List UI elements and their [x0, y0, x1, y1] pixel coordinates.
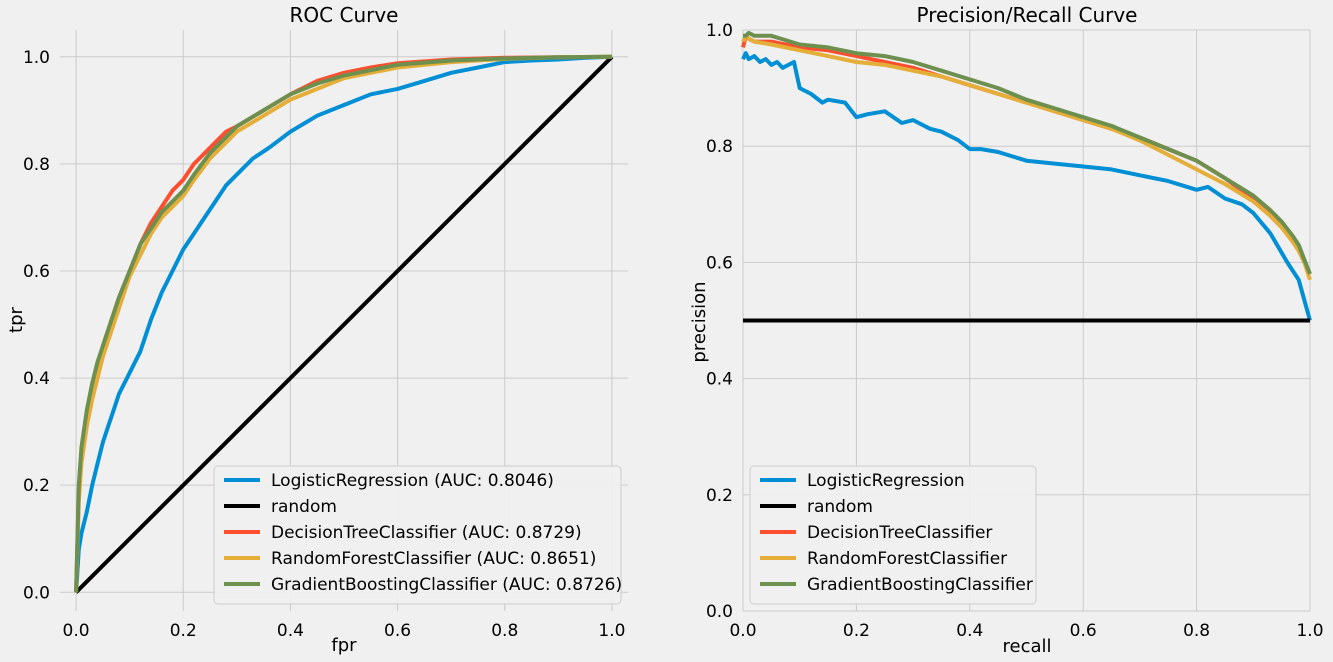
roc-ytick-label: 0.0: [23, 583, 50, 603]
pr-legend-label: random: [807, 497, 873, 517]
roc-xtick-label: 0.8: [491, 621, 518, 641]
roc-ytick-label: 0.4: [23, 369, 50, 389]
pr-series-randomforestclassifier-line: [741, 33, 1312, 281]
roc-legend-label: GradientBoostingClassifier (AUC: 0.8726): [271, 575, 622, 595]
roc-xlabel: fpr: [331, 635, 357, 656]
pr-legend-label: GradientBoostingClassifier: [807, 575, 1033, 595]
pr-xlabel: recall: [1002, 636, 1051, 657]
roc-title: ROC Curve: [290, 3, 399, 27]
pr-ytick-label: 0.8: [706, 137, 733, 157]
pr-legend-label: LogisticRegression: [807, 471, 965, 491]
roc-series-random-line: [74, 55, 614, 594]
roc-xtick-label: 0.2: [170, 621, 197, 641]
pr-xtick-label: 0.4: [956, 621, 983, 641]
pr-ytick-label: 0.0: [706, 602, 733, 622]
roc-xtick-label: 0.6: [384, 621, 411, 641]
pr-ylabel: precision: [689, 281, 710, 362]
roc-ytick-label: 0.6: [23, 262, 50, 282]
pr-ytick-label: 1.0: [706, 21, 733, 41]
pr-ytick-label: 0.4: [706, 370, 733, 390]
roc-legend-label: random: [271, 497, 337, 517]
roc-ytick-label: 1.0: [23, 48, 50, 68]
pr-xtick-label: 0.8: [1183, 621, 1210, 641]
pr-series: [741, 30, 1312, 323]
roc-ytick-label: 0.2: [23, 476, 50, 496]
roc-xtick-label: 0.0: [63, 621, 90, 641]
roc-legend-box: [213, 465, 622, 605]
roc-series-logisticregression-line: [74, 54, 612, 593]
roc-ylabel: tpr: [6, 306, 27, 332]
pr-series-gradientboostingclassifier-line: [743, 30, 1312, 275]
pr-legend-box: [749, 465, 1037, 605]
roc-panel: 0.0 0.2 0.4 0.6 0.8 1.0 0.0 0.2 0.4 0.6 0.8 1.0 ROC…: [6, 3, 628, 656]
roc-ticks: 0.0 0.2 0.4 0.6 0.8 1.0 0.0 0.2 0.4 0.6 0.8 1.0: [23, 48, 625, 641]
roc-legend: LogisticRegression (AUC: 0.8046) random De…: [213, 465, 622, 605]
pr-panel: 0.0 0.2 0.4 0.6 0.8 1.0 0.0 0.2 0.4 0.6 0.8 1.0 Pre…: [689, 3, 1324, 657]
roc-xtick-label: 0.4: [277, 621, 304, 641]
pr-xtick-label: 0.0: [729, 621, 756, 641]
pr-legend-label: DecisionTreeClassifier: [807, 523, 992, 543]
pr-ticks: 0.0 0.2 0.4 0.6 0.8 1.0 0.0 0.2 0.4 0.6 0.8 1.0: [706, 21, 1324, 641]
pr-legend: LogisticRegression random DecisionTreeClas…: [749, 465, 1037, 605]
roc-grid: [60, 30, 628, 611]
pr-legend-label: RandomForestClassifier: [807, 549, 1007, 569]
roc-legend-label: LogisticRegression (AUC: 0.8046): [271, 471, 554, 491]
roc-series: [74, 54, 614, 594]
roc-xtick-label: 1.0: [598, 621, 625, 641]
pr-xtick-label: 0.2: [843, 621, 870, 641]
pr-series-logisticregression-line: [741, 51, 1312, 322]
pr-ytick-label: 0.6: [706, 253, 733, 273]
roc-legend-label: RandomForestClassifier (AUC: 0.8651): [271, 549, 596, 569]
pr-xtick-label: 0.6: [1070, 621, 1097, 641]
roc-legend-label: DecisionTreeClassifier (AUC: 0.8729): [271, 523, 582, 543]
pr-xtick-label: 1.0: [1296, 621, 1323, 641]
pr-ytick-label: 0.2: [706, 486, 733, 506]
roc-series-randomforestclassifier-line: [74, 54, 612, 593]
pr-title: Precision/Recall Curve: [916, 3, 1137, 27]
roc-ytick-label: 0.8: [23, 155, 50, 175]
roc-series-gradientboostingclassifier-line: [74, 54, 612, 593]
